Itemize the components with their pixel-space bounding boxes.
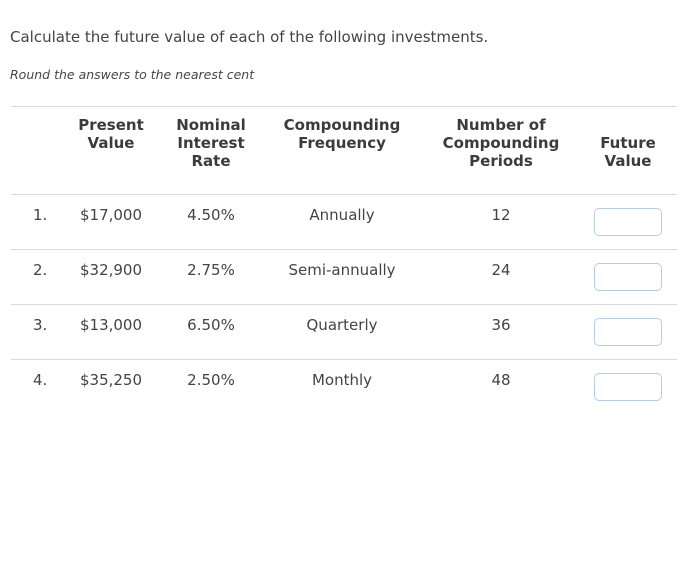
header-compounding-frequency: Compounding Frequency <box>261 106 423 195</box>
future-value-input-2[interactable] <box>594 263 662 291</box>
table-row-2: 2. $32,900 2.75% Semi-annually 24 <box>11 249 677 305</box>
header-present-value: Present Value <box>61 106 161 195</box>
future-value-cell <box>579 304 677 360</box>
nominal-interest-rate-cell: 4.50% <box>161 194 261 250</box>
row-number: 2. <box>11 249 61 305</box>
page-subtitle: Round the answers to the nearest cent <box>10 67 255 82</box>
table-header-row: Present Value Nominal Interest Rate Comp… <box>11 106 677 195</box>
row-number: 3. <box>11 304 61 360</box>
future-value-table: Present Value Nominal Interest Rate Comp… <box>11 106 677 415</box>
present-value-cell: $17,000 <box>61 194 161 250</box>
future-value-cell <box>579 194 677 250</box>
nominal-interest-rate-cell: 2.75% <box>161 249 261 305</box>
table-row-4: 4. $35,250 2.50% Monthly 48 <box>11 360 677 415</box>
header-number-of-compounding-periods: Number of Compounding Periods <box>423 106 579 195</box>
header-nominal-interest-rate: Nominal Interest Rate <box>161 106 261 195</box>
table-row-3: 3. $13,000 6.50% Quarterly 36 <box>11 304 677 360</box>
nominal-interest-rate-cell: 2.50% <box>187 371 235 389</box>
compounding-frequency-cell: Monthly <box>311 371 373 389</box>
present-value-cell: $13,000 <box>61 304 161 360</box>
compounding-frequency-cell: Quarterly <box>261 304 423 360</box>
compounding-periods-cell: 48 <box>491 371 511 389</box>
compounding-periods-cell: 24 <box>423 249 579 305</box>
row-number: 4. <box>33 371 48 389</box>
header-future-value: Future Value <box>579 106 677 195</box>
compounding-frequency-cell: Semi-annually <box>261 249 423 305</box>
present-value-cell: $32,900 <box>61 249 161 305</box>
future-value-cell <box>579 360 677 415</box>
future-value-input-3[interactable] <box>594 318 662 346</box>
compounding-periods-cell: 12 <box>423 194 579 250</box>
future-value-input-4[interactable] <box>594 373 662 401</box>
present-value-cell: $35,250 <box>79 371 143 389</box>
future-value-input-1[interactable] <box>594 208 662 236</box>
nominal-interest-rate-cell: 6.50% <box>161 304 261 360</box>
row-number: 1. <box>11 194 61 250</box>
compounding-periods-cell: 36 <box>423 304 579 360</box>
future-value-cell <box>579 249 677 305</box>
header-row-number <box>11 106 61 195</box>
table-row-1: 1. $17,000 4.50% Annually 12 <box>11 194 677 250</box>
page-title: Calculate the future value of each of th… <box>10 28 489 46</box>
compounding-frequency-cell: Annually <box>261 194 423 250</box>
